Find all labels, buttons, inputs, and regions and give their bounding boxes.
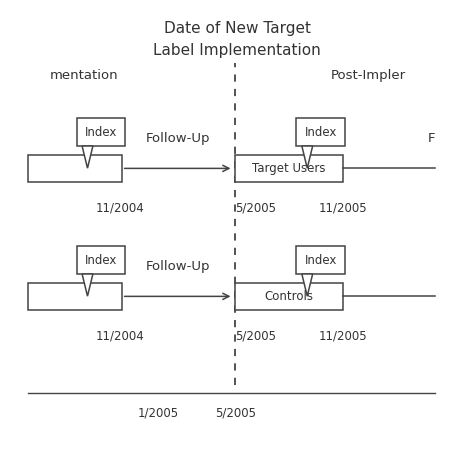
Bar <box>28 155 122 182</box>
Text: Target Users: Target Users <box>253 162 326 175</box>
Polygon shape <box>82 146 93 168</box>
Text: Post-Impler: Post-Impler <box>331 69 406 82</box>
Text: 1/2005: 1/2005 <box>137 406 178 419</box>
Text: 11/2004: 11/2004 <box>96 329 144 342</box>
Text: F: F <box>428 132 436 145</box>
Text: 5/2005: 5/2005 <box>235 201 276 214</box>
Polygon shape <box>302 274 313 296</box>
Text: Index: Index <box>305 254 337 266</box>
Bar <box>28 283 122 310</box>
Text: 11/2005: 11/2005 <box>319 201 367 214</box>
Bar <box>77 246 125 274</box>
Text: 5/2005: 5/2005 <box>235 329 276 342</box>
Bar <box>235 283 343 310</box>
Polygon shape <box>82 274 93 296</box>
Text: Index: Index <box>305 126 337 138</box>
Text: Label Implementation: Label Implementation <box>153 43 321 57</box>
Text: Follow-Up: Follow-Up <box>146 260 210 273</box>
Text: Controls: Controls <box>265 290 314 303</box>
Text: Index: Index <box>85 126 117 138</box>
Bar <box>296 118 345 146</box>
Text: 5/2005: 5/2005 <box>215 406 255 419</box>
Text: 11/2005: 11/2005 <box>319 329 367 342</box>
Text: 11/2004: 11/2004 <box>96 201 144 214</box>
Text: Follow-Up: Follow-Up <box>146 132 210 145</box>
Text: Date of New Target: Date of New Target <box>164 21 310 36</box>
Bar <box>77 118 125 146</box>
Polygon shape <box>302 146 313 168</box>
Text: mentation: mentation <box>50 69 118 82</box>
Text: Index: Index <box>85 254 117 266</box>
Bar <box>235 155 343 182</box>
Bar <box>296 246 345 274</box>
